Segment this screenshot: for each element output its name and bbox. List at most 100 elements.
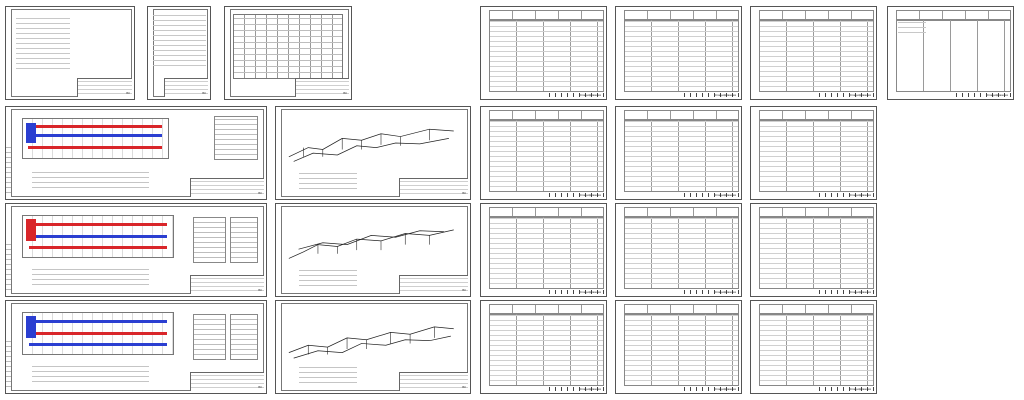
data-table (232, 14, 344, 79)
sheet-spec-4-2[interactable]: Спецификация (615, 300, 742, 394)
spec-label: Спецификация (714, 386, 736, 391)
sheet-spec-1-2[interactable]: Спецификация (615, 6, 742, 100)
sheet-frame (281, 109, 468, 197)
sheet-scheme-3[interactable]: ВК (275, 300, 471, 394)
supply-pipe (28, 124, 163, 128)
spec-label: Спецификация (849, 386, 871, 391)
sheet-scheme-1[interactable]: ВК (275, 106, 471, 200)
title-block-code: ВК (462, 191, 466, 195)
text-lines (898, 20, 926, 38)
title-block-code: ВК (462, 385, 466, 389)
spec-footer (678, 192, 739, 198)
legend-list (32, 365, 149, 386)
title-block-code: ВК (202, 91, 206, 95)
spec-table (488, 312, 604, 386)
spec-footer (543, 386, 604, 392)
spec-footer (813, 92, 874, 98)
title-block: ВК (77, 77, 132, 97)
spec-table (623, 312, 739, 386)
spec-table (758, 312, 874, 386)
sheet-spec-3-1[interactable]: Спецификация (480, 203, 607, 297)
spec-footer (678, 386, 739, 392)
supply-pipe (28, 331, 168, 335)
spec-footer (678, 92, 739, 98)
spec-label: Спецификация (579, 192, 601, 197)
sheet-frame (281, 206, 468, 294)
spec-footer (543, 289, 604, 295)
sheet-spec-3-3[interactable]: Спецификация (750, 203, 877, 297)
sheet-spec-1-4[interactable]: Спецификация (887, 6, 1014, 100)
sheet-general-data[interactable]: ВК (224, 6, 352, 100)
spec-footer (543, 192, 604, 198)
riser-block (25, 219, 36, 242)
spec-table (488, 18, 604, 92)
axonometric-scheme (288, 326, 454, 359)
legend-table (229, 313, 258, 361)
floor-plan (21, 118, 170, 159)
spec-footer (813, 192, 874, 198)
spec-footer (950, 92, 1011, 98)
legend-list (299, 270, 358, 291)
title-block: ВК (399, 274, 468, 294)
spec-table (758, 118, 874, 192)
title-block: ВК (399, 177, 468, 197)
sheet-spec-1-1[interactable]: Спецификация (480, 6, 607, 100)
spec-label: Спецификация (714, 92, 736, 97)
sheet-spec-4-1[interactable]: Спецификация (480, 300, 607, 394)
legend-table (193, 313, 227, 361)
sheet-frame (11, 109, 264, 197)
sheet-spec-2-3[interactable]: Спецификация (750, 106, 877, 200)
floor-plan (21, 215, 175, 259)
sheet-notes[interactable]: ВК (147, 6, 211, 100)
spec-label: Спецификация (579, 92, 601, 97)
sheet-plan-1[interactable]: ВК (5, 106, 267, 200)
return-pipe (28, 342, 168, 346)
sheet-spec-1-3[interactable]: Спецификация (750, 6, 877, 100)
legend-list (32, 171, 149, 192)
spec-table (623, 118, 739, 192)
supply-pipe (28, 146, 163, 150)
sheet-frame (11, 303, 264, 391)
title-block-code: ВК (258, 288, 262, 292)
spec-table (758, 215, 874, 289)
title-block-code: ВК (343, 91, 347, 95)
return-pipe (28, 320, 168, 324)
spec-table (758, 18, 874, 92)
axonometric-scheme (288, 128, 454, 162)
supply-pipe (28, 223, 168, 227)
spec-label: Спецификация (714, 192, 736, 197)
sheet-spec-4-3[interactable]: Спецификация (750, 300, 877, 394)
spec-table (623, 18, 739, 92)
side-stamp (6, 337, 11, 392)
text-lines (152, 14, 207, 70)
sheet-spec-2-2[interactable]: Спецификация (615, 106, 742, 200)
sheet-scheme-2[interactable]: ВК (275, 203, 471, 297)
sheet-frame (11, 9, 132, 97)
title-block-code: ВК (258, 385, 262, 389)
spec-footer (813, 289, 874, 295)
title-block-code: ВК (462, 288, 466, 292)
title-block: ВК (163, 77, 208, 97)
legend-list (299, 367, 358, 388)
spec-table (488, 118, 604, 192)
sheet-frame (281, 303, 468, 391)
sheet-spec-3-2[interactable]: Спецификация (615, 203, 742, 297)
spec-label: Спецификация (579, 289, 601, 294)
side-stamp (6, 240, 11, 295)
sheet-plan-3[interactable]: ВК (5, 300, 267, 394)
legend-table (214, 116, 258, 160)
sheet-spec-2-1[interactable]: Спецификация (480, 106, 607, 200)
legend-table (193, 216, 227, 264)
sheet-title-page[interactable]: ВК (5, 6, 135, 100)
spec-label: Спецификация (849, 289, 871, 294)
title-block: ВК (295, 77, 349, 97)
floor-plan (21, 312, 175, 356)
spec-table (623, 215, 739, 289)
spec-footer (813, 386, 874, 392)
riser-block (25, 122, 36, 143)
sheet-frame (11, 206, 264, 294)
spec-footer (678, 289, 739, 295)
spec-label: Спецификация (579, 386, 601, 391)
sheet-plan-2[interactable]: ВК (5, 203, 267, 297)
spec-label: Спецификация (849, 92, 871, 97)
